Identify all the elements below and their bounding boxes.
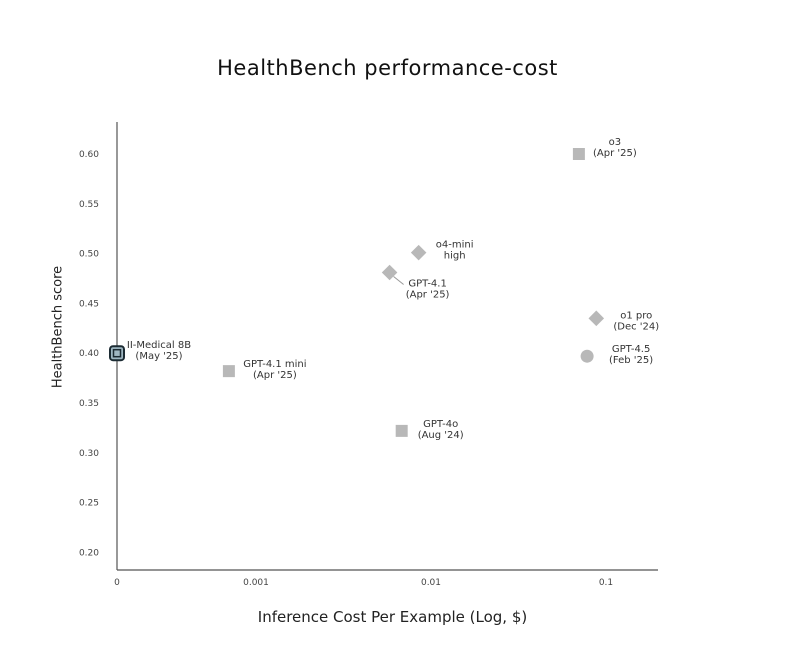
x-tick-label: 0	[114, 578, 120, 588]
y-tick-label: 0.30	[79, 449, 99, 459]
y-tick-label: 0.35	[79, 399, 99, 409]
y-tick-label: 0.60	[79, 150, 99, 160]
point-label: o4-mini	[436, 240, 474, 251]
square-marker	[395, 424, 408, 437]
x-axis-label: Inference Cost Per Example (Log, $)	[257, 608, 528, 626]
y-tick-label: 0.20	[79, 548, 99, 558]
point-label: GPT-4o	[423, 419, 458, 430]
point-label: II-Medical 8B	[127, 340, 191, 351]
point-label: (Apr '25)	[593, 148, 637, 159]
point-label: (Feb '25)	[609, 355, 653, 366]
point-label: (May '25)	[135, 351, 182, 362]
highlight-marker	[109, 345, 125, 362]
square-marker	[572, 148, 585, 160]
point-label: (Apr '25)	[253, 370, 297, 381]
circle-marker	[580, 349, 594, 363]
point-label: (Apr '25)	[406, 290, 450, 301]
y-tick-label: 0.50	[79, 250, 99, 260]
point-label: o1 pro	[620, 310, 652, 321]
x-tick-label: 0.001	[243, 578, 269, 588]
y-tick-label: 0.40	[79, 349, 99, 359]
point-label: GPT-4.1 mini	[243, 359, 306, 370]
point-label: o3	[609, 137, 621, 148]
point-label: (Aug '24)	[418, 430, 464, 441]
highlight-marker-inner	[112, 348, 122, 358]
leader-line	[393, 276, 404, 285]
point-label: GPT-4.5	[612, 344, 650, 355]
diamond-marker	[410, 244, 427, 261]
x-tick-label: 0.1	[599, 578, 613, 588]
chart-title: HealthBench performance-cost	[217, 56, 558, 80]
point-label: high	[444, 251, 466, 262]
y-tick-label: 0.25	[79, 499, 99, 509]
square-marker	[222, 365, 235, 378]
point-label: GPT-4.1	[408, 279, 446, 290]
y-tick-label: 0.45	[79, 299, 99, 309]
point-label: (Dec '24)	[613, 321, 659, 332]
diamond-marker	[588, 310, 605, 327]
y-tick-label: 0.55	[79, 200, 99, 210]
x-tick-label: 0.01	[421, 578, 441, 588]
